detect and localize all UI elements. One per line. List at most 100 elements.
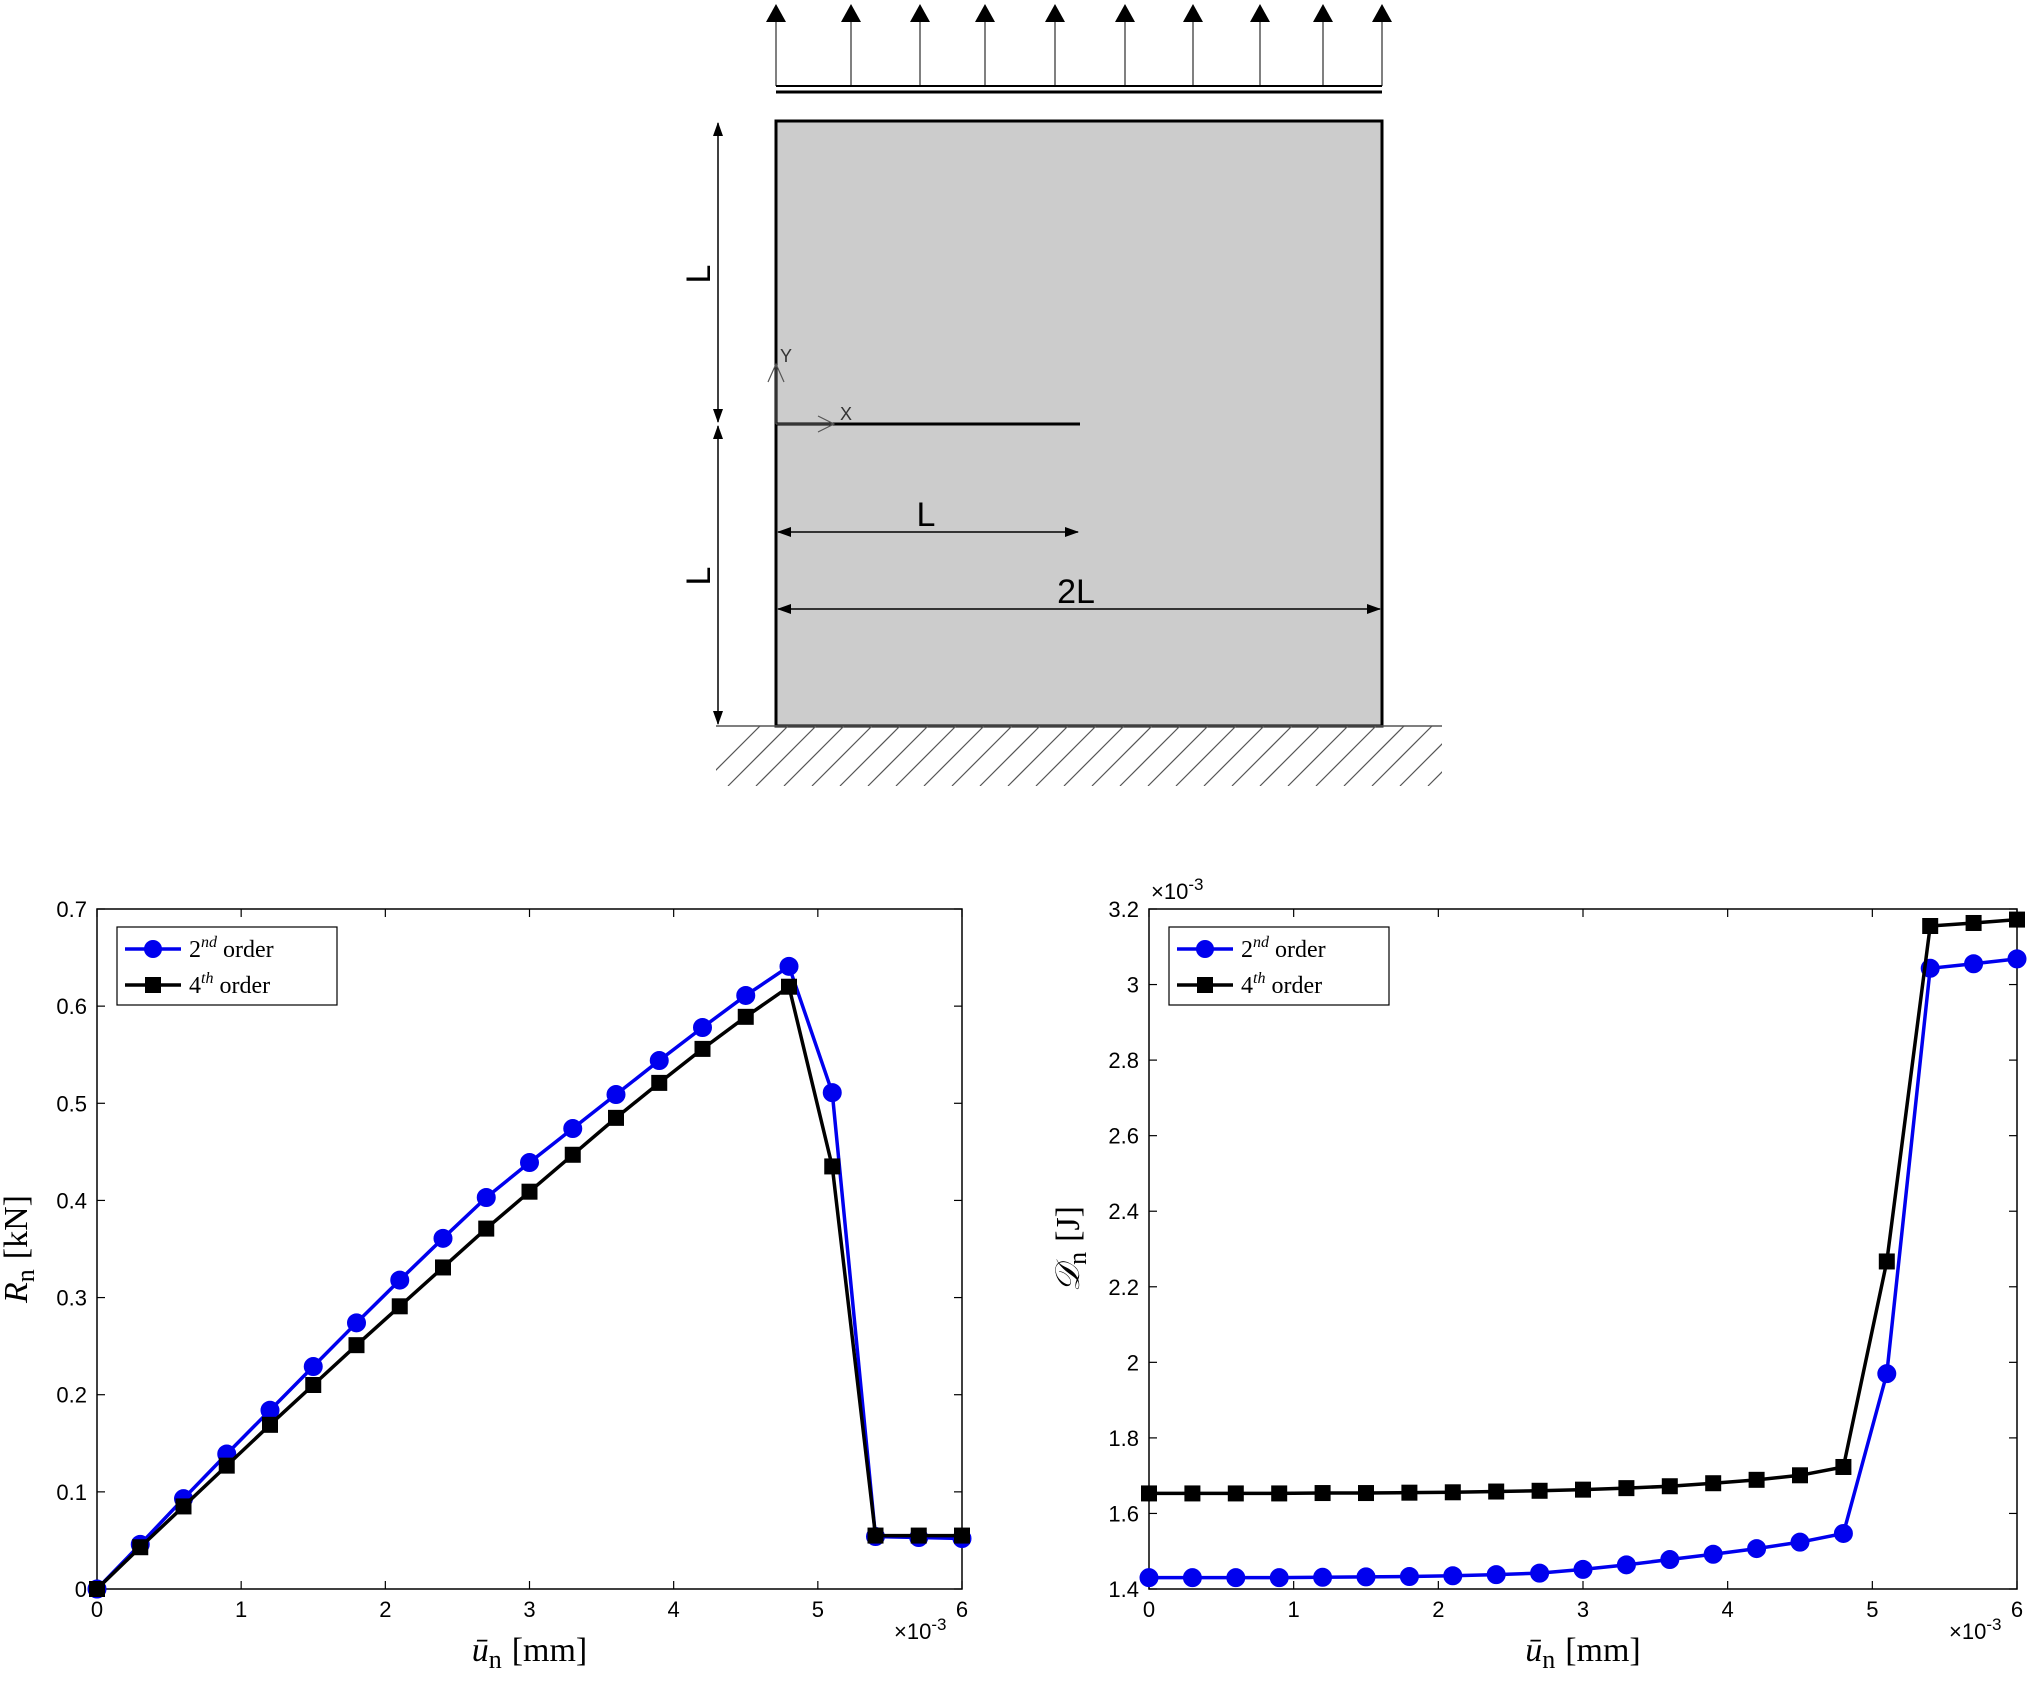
y-tick-label: 3: [1127, 973, 1139, 998]
series-1-point: [1314, 1485, 1331, 1502]
y-axis-subscript: n: [1063, 1252, 1092, 1265]
y-axis-symbol: R: [0, 1282, 35, 1304]
series-1-point: [132, 1539, 149, 1556]
x-axis-label: ūn [mm]: [1525, 1632, 1641, 1674]
hatch-line: [1315, 726, 1377, 786]
y-axis-label: Rn [kN]: [0, 1195, 40, 1304]
legend-1-label: 4th order: [1241, 970, 1322, 999]
series-0-point: [1182, 1568, 1202, 1588]
series-1-point: [1835, 1458, 1852, 1475]
legend-0-label: 2nd order: [189, 934, 274, 963]
x-axis-unit: [mm]: [512, 1632, 588, 1669]
hatch-line: [1203, 726, 1265, 786]
dimension-label-crack-L: L: [917, 496, 936, 534]
x-tick-label: 1: [235, 1597, 247, 1622]
series-1-point: [435, 1259, 451, 1276]
series-1-point: [218, 1457, 235, 1474]
series-1-point: [1965, 914, 1982, 931]
x-tick-label: 6: [2011, 1597, 2023, 1622]
series-0-point: [1313, 1567, 1333, 1587]
hatch-line: [1399, 743, 1442, 786]
x-axis-symbol: ū: [1525, 1632, 1542, 1669]
hatch-line: [1371, 726, 1433, 786]
legend-0-marker: [144, 940, 162, 958]
hatch-line: [839, 726, 901, 786]
series-1-point: [651, 1074, 668, 1091]
plot-area: [1148, 908, 2018, 1590]
y-tick-label: 0.3: [56, 1286, 87, 1311]
x-tick-label: 1: [1288, 1597, 1300, 1622]
y-tick-label: 1.4: [1108, 1577, 1139, 1602]
series-1: [89, 978, 970, 1597]
hatch-line: [1063, 726, 1125, 786]
dissipated-energy-chart: 0 1 2 3 4 5 6 1.4 1.6 1.8 2 2.2 2.4 2.6 2.8 3 3.2 ×10-3 ×1…: [1050, 875, 2027, 1674]
hatch-line: [1035, 726, 1097, 786]
series-0-point: [1443, 1566, 1463, 1586]
x-exponent-power: -3: [1986, 1615, 2001, 1634]
series-0-point: [1833, 1523, 1853, 1543]
hatch-line: [895, 726, 957, 786]
series-0-point: [822, 1083, 842, 1103]
x-tick-label: 5: [812, 1597, 824, 1622]
series-0-point: [520, 1153, 539, 1173]
legend: 2nd order 4th order: [116, 926, 338, 1006]
x-axis-unit: [mm]: [1565, 1632, 1641, 1669]
y-exponent-label: ×10-3: [1151, 875, 1203, 904]
x-exponent-power: -3: [931, 1615, 946, 1634]
series-1-point: [1227, 1485, 1244, 1502]
x-tick-label: 0: [91, 1597, 103, 1622]
x-tick-label: 2: [379, 1597, 391, 1622]
y-tick-label: 0.2: [56, 1383, 87, 1408]
series-1-point: [1661, 1478, 1678, 1495]
y-axis-label: 𝒟n[J]: [1050, 1206, 1092, 1292]
load-arrow-head: [841, 4, 861, 22]
y-tick-label: 2.2: [1108, 1275, 1139, 1300]
x-exponent-label: ×10-3: [1949, 1615, 2001, 1644]
x-tick-label: 5: [1866, 1597, 1878, 1622]
series-1-point: [781, 978, 797, 995]
series-1-point: [1358, 1485, 1374, 1502]
y-exponent-power: -3: [1188, 875, 1203, 894]
legend-0-label: 2nd order: [1241, 934, 1326, 963]
y-tick-label: 2.4: [1108, 1199, 1139, 1224]
x-axis-subscript: n: [1542, 1645, 1555, 1674]
series-1-point: [1531, 1482, 1548, 1499]
x-tick-label: 0: [1143, 1597, 1155, 1622]
series-0-point: [347, 1313, 366, 1333]
x-tick-label: 3: [1577, 1597, 1589, 1622]
legend-1-marker: [145, 977, 161, 993]
load-arrow-head: [975, 4, 995, 22]
hatch-line: [1456, 726, 1516, 786]
series-1-point: [391, 1298, 408, 1315]
legend-0-marker: [1196, 940, 1214, 958]
dimension-label-upper-L: L: [680, 265, 718, 284]
series-1-point: [1184, 1485, 1201, 1502]
x-tick-label: 4: [668, 1597, 680, 1622]
hatch-line: [1119, 726, 1181, 786]
hatch-line: [979, 726, 1041, 786]
x-tick-label: 4: [1722, 1597, 1734, 1622]
hatch-line: [1175, 726, 1237, 786]
series-1-point: [564, 1146, 581, 1163]
series-0: [1139, 949, 2027, 1588]
series-0-point: [303, 1357, 323, 1377]
series-1-point: [1705, 1475, 1722, 1492]
series-0-point: [476, 1188, 496, 1208]
hatch-line: [951, 726, 1013, 786]
hatch-line: [923, 726, 985, 786]
hatch-line: [755, 726, 817, 786]
series-0-point: [1139, 1568, 1159, 1588]
legend-1-marker: [1197, 977, 1213, 993]
y-tick-label: 1.6: [1108, 1501, 1139, 1526]
hatch-line: [727, 726, 789, 786]
load-arrow-head: [1045, 4, 1065, 22]
hatch-line: [867, 726, 929, 786]
y-tick-label: 1.8: [1108, 1426, 1139, 1451]
y-tick-label: 2.6: [1108, 1124, 1139, 1149]
y-tick-label: 2.8: [1108, 1048, 1139, 1073]
series-1-point: [1792, 1467, 1808, 1484]
series-1-point: [1922, 918, 1939, 934]
series-1-point: [478, 1220, 495, 1237]
series-0-point: [1616, 1555, 1636, 1575]
series-0-point: [649, 1051, 669, 1071]
